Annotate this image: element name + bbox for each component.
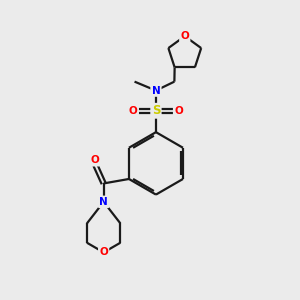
Text: O: O (90, 155, 99, 165)
Text: N: N (99, 197, 108, 207)
Text: S: S (152, 104, 160, 117)
Text: O: O (174, 106, 183, 116)
Text: O: O (129, 106, 138, 116)
Text: O: O (180, 31, 189, 41)
Text: O: O (99, 248, 108, 257)
Text: N: N (152, 85, 160, 96)
